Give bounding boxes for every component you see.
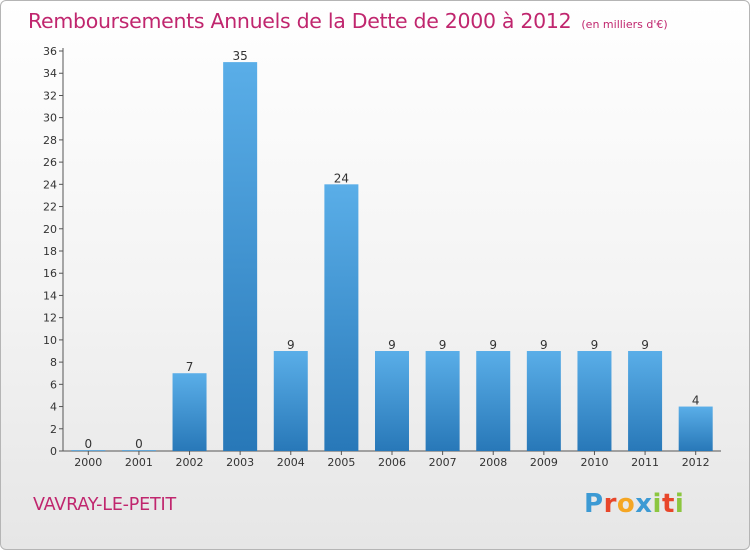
y-tick-label: 16	[43, 267, 57, 280]
y-tick-label: 34	[43, 67, 57, 80]
x-tick-label: 2004	[277, 456, 305, 469]
x-tick-label: 2008	[479, 456, 507, 469]
data-label: 35	[233, 49, 248, 63]
y-tick-label: 12	[43, 312, 57, 325]
data-label: 0	[84, 437, 92, 451]
x-tick-label: 2001	[125, 456, 153, 469]
logo-letter: o	[616, 489, 636, 519]
bar-2000	[71, 450, 106, 451]
bar-2006	[375, 351, 409, 451]
y-tick-label: 36	[43, 45, 57, 58]
logo-letter: x	[635, 489, 653, 519]
x-tick-label: 2007	[429, 456, 457, 469]
data-label: 9	[388, 338, 396, 352]
x-tick-label: 2009	[530, 456, 558, 469]
x-tick-label: 2010	[580, 456, 608, 469]
bar-2002	[172, 373, 207, 451]
y-tick-label: 18	[43, 245, 57, 258]
y-tick-label: 30	[43, 112, 57, 125]
y-tick-label: 26	[43, 156, 57, 169]
x-tick-label: 2005	[327, 456, 355, 469]
bar-2010	[577, 351, 612, 451]
bar-2003	[223, 62, 258, 451]
y-tick-label: 28	[43, 134, 57, 147]
logo-letter: i	[652, 489, 662, 519]
bar-2012	[678, 406, 713, 451]
data-label: 9	[641, 338, 649, 352]
bar-2007	[425, 351, 460, 451]
x-tick-label: 2011	[631, 456, 659, 469]
y-tick-label: 4	[50, 401, 57, 414]
data-label: 9	[540, 338, 548, 352]
y-tick-label: 2	[50, 423, 57, 436]
bar-2001	[121, 450, 156, 451]
bar-2011	[628, 351, 663, 451]
y-tick-label: 6	[50, 378, 57, 391]
bar-2009	[526, 351, 561, 451]
logo-letter: r	[603, 489, 617, 519]
data-label: 9	[489, 338, 497, 352]
proxiti-logo: Proxiti	[584, 489, 684, 519]
y-tick-label: 10	[43, 334, 57, 347]
x-tick-label: 2002	[176, 456, 204, 469]
x-tick-label: 2003	[226, 456, 254, 469]
y-tick-label: 24	[43, 178, 57, 191]
data-label: 4	[692, 394, 700, 408]
logo-letter: t	[661, 489, 675, 519]
y-tick-label: 20	[43, 223, 57, 236]
bar-2005	[324, 184, 359, 452]
bar-2008	[476, 351, 511, 451]
y-tick-label: 32	[43, 89, 57, 102]
y-tick-label: 0	[50, 445, 57, 458]
x-tick-label: 2006	[378, 456, 406, 469]
x-tick-label: 2000	[74, 456, 102, 469]
data-label: 9	[439, 338, 447, 352]
x-tick-label: 2012	[682, 456, 710, 469]
y-tick-label: 22	[43, 201, 57, 214]
chart-title: Remboursements Annuels de la Dette de 20…	[28, 9, 572, 33]
y-tick-label: 8	[50, 356, 57, 369]
data-label: 24	[334, 171, 349, 185]
logo-letter: P	[584, 489, 604, 519]
data-label: 9	[591, 338, 599, 352]
commune-name: VAVRAY-LE-PETIT	[33, 495, 176, 515]
data-label: 9	[287, 338, 295, 352]
title-row: Remboursements Annuels de la Dette de 20…	[28, 9, 668, 33]
logo-letter: i	[674, 489, 685, 519]
y-tick-label: 14	[43, 289, 57, 302]
data-label: 7	[186, 360, 194, 374]
bar-2004	[273, 351, 308, 451]
chart-subtitle: (en milliers d'€)	[581, 18, 668, 31]
data-label: 0	[135, 437, 143, 451]
